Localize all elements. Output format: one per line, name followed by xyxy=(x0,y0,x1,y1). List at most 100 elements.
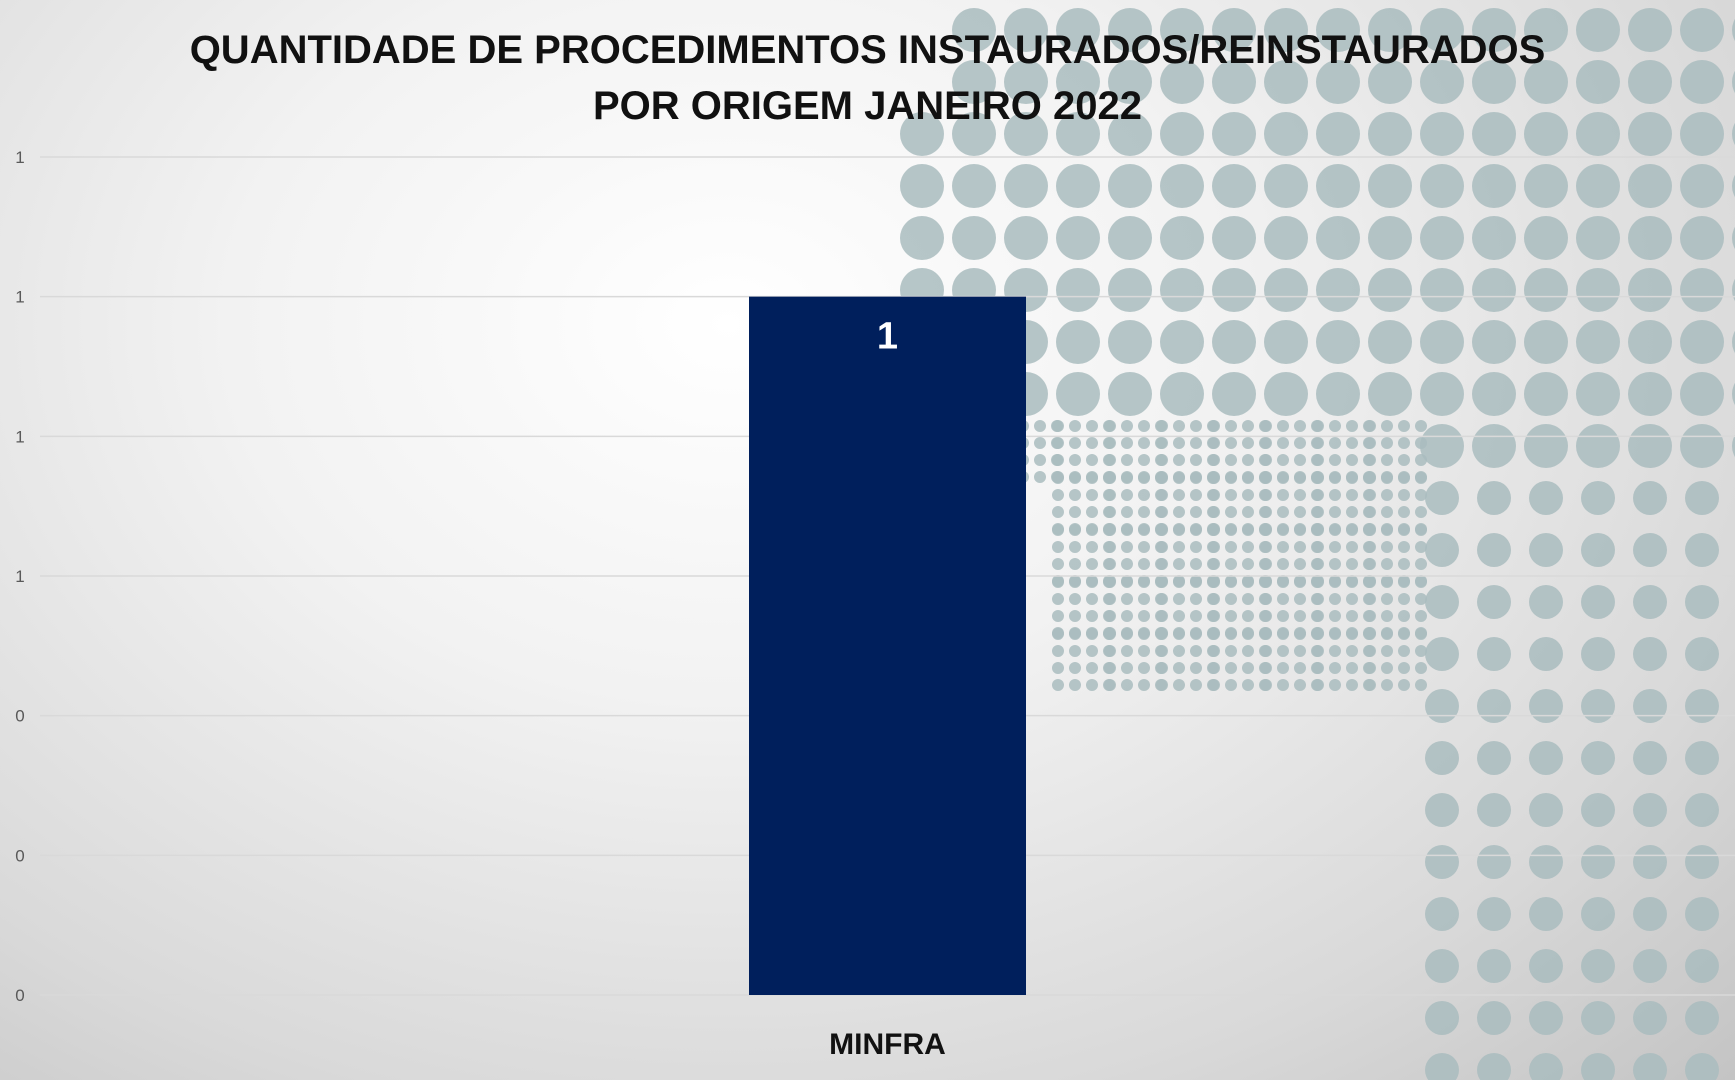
map-dot xyxy=(1069,679,1081,691)
map-dot xyxy=(1242,645,1254,657)
map-dot xyxy=(1398,454,1410,466)
map-dot xyxy=(1316,372,1360,416)
map-dot xyxy=(1346,472,1358,484)
y-tick-label: 0 xyxy=(15,986,24,1005)
map-dot xyxy=(1212,320,1256,364)
map-dot xyxy=(1212,372,1256,416)
map-dot xyxy=(1685,897,1719,931)
map-dot xyxy=(1346,506,1358,518)
map-dot xyxy=(1190,524,1202,536)
map-dot xyxy=(1034,437,1046,449)
map-dot xyxy=(1160,60,1204,104)
map-dot xyxy=(1212,216,1256,260)
map-dot xyxy=(1264,112,1308,156)
map-dot xyxy=(1524,372,1568,416)
map-dot xyxy=(1628,320,1672,364)
map-dot xyxy=(1242,472,1254,484)
map-dot xyxy=(1056,268,1100,312)
map-dot xyxy=(1576,164,1620,208)
map-dot xyxy=(1138,610,1150,622)
map-dot xyxy=(1277,628,1289,640)
map-dot xyxy=(1242,506,1254,518)
map-dot xyxy=(1190,662,1202,674)
map-dot xyxy=(1368,8,1412,52)
map-dot xyxy=(1529,689,1563,723)
map-dot xyxy=(1260,645,1272,657)
map-dot xyxy=(1346,628,1358,640)
map-dot xyxy=(1398,679,1410,691)
map-dot xyxy=(1364,558,1376,570)
map-dot xyxy=(1415,541,1427,553)
map-dot xyxy=(1680,8,1724,52)
map-dot xyxy=(1104,593,1116,605)
map-dot xyxy=(1294,506,1306,518)
map-dot xyxy=(1346,541,1358,553)
map-dot xyxy=(1277,420,1289,432)
map-dot xyxy=(1398,576,1410,588)
map-dot xyxy=(1104,628,1116,640)
y-tick-label: 1 xyxy=(15,567,24,586)
map-dot xyxy=(1398,558,1410,570)
map-dot xyxy=(1415,576,1427,588)
map-dot xyxy=(1190,628,1202,640)
map-dot xyxy=(1628,60,1672,104)
map-dot xyxy=(1242,593,1254,605)
map-dot xyxy=(1277,593,1289,605)
map-dot xyxy=(1398,489,1410,501)
map-dot xyxy=(1329,420,1341,432)
map-dot xyxy=(1069,541,1081,553)
map-dot xyxy=(1086,662,1098,674)
map-dot xyxy=(1034,454,1046,466)
map-dot xyxy=(1208,524,1220,536)
map-dot xyxy=(1685,949,1719,983)
map-dot xyxy=(1225,662,1237,674)
map-dot xyxy=(1415,679,1427,691)
map-dot xyxy=(1121,645,1133,657)
map-dot xyxy=(1529,845,1563,879)
map-dot xyxy=(1524,216,1568,260)
map-dot xyxy=(1477,949,1511,983)
map-dot xyxy=(1225,524,1237,536)
map-dot xyxy=(1425,637,1459,671)
map-dot xyxy=(1052,541,1064,553)
map-dot xyxy=(1477,1001,1511,1035)
map-dot xyxy=(1138,593,1150,605)
map-dot xyxy=(1104,645,1116,657)
map-dot xyxy=(1524,8,1568,52)
map-dot xyxy=(1108,216,1152,260)
map-dot xyxy=(1069,524,1081,536)
map-dot xyxy=(1581,949,1615,983)
map-dot xyxy=(1108,60,1152,104)
map-dot xyxy=(1086,472,1098,484)
map-dot xyxy=(1104,610,1116,622)
map-dot xyxy=(1264,8,1308,52)
map-dot xyxy=(952,164,996,208)
map-dot xyxy=(1576,320,1620,364)
chart-title: QUANTIDADE DE PROCEDIMENTOS INSTAURADOS/… xyxy=(0,22,1735,134)
map-dot xyxy=(1732,434,1735,458)
map-dot xyxy=(1225,506,1237,518)
map-dot xyxy=(1173,593,1185,605)
map-dot xyxy=(1086,628,1098,640)
map-dot xyxy=(1225,576,1237,588)
map-dot xyxy=(1732,174,1735,198)
map-dot xyxy=(1173,437,1185,449)
map-dot xyxy=(1420,112,1464,156)
map-dot xyxy=(1381,472,1393,484)
map-dot xyxy=(1138,489,1150,501)
map-dot xyxy=(1190,679,1202,691)
map-dot xyxy=(952,216,996,260)
map-dot xyxy=(1425,1053,1459,1080)
map-dot xyxy=(1052,454,1064,466)
map-dot xyxy=(1398,593,1410,605)
map-dot xyxy=(1294,645,1306,657)
map-dot xyxy=(1398,506,1410,518)
map-dot xyxy=(1104,679,1116,691)
map-dot xyxy=(1529,481,1563,515)
map-dot xyxy=(1680,164,1724,208)
map-dot xyxy=(1156,593,1168,605)
map-dot xyxy=(1685,637,1719,671)
map-dot xyxy=(1633,949,1667,983)
map-dot xyxy=(1260,506,1272,518)
